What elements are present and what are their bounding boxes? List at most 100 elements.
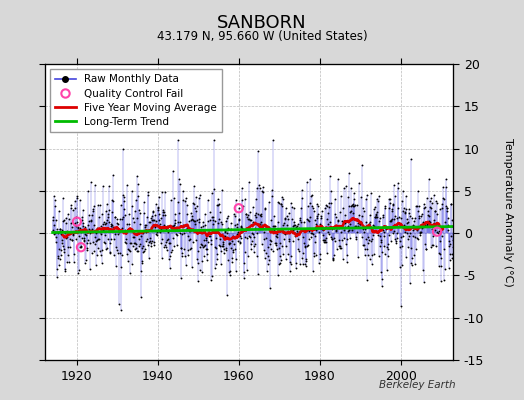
Point: [275, 200, 283, 206]
Point: [95, 214, 103, 220]
Point: [377, 239, 385, 246]
Point: [325, 173, 334, 180]
Point: [180, 223, 189, 230]
Point: [332, 228, 340, 234]
Point: [57, 231, 66, 237]
Point: [310, 208, 318, 214]
Point: [402, 193, 411, 200]
Point: [418, 211, 426, 218]
Point: [316, 251, 324, 258]
Point: [99, 221, 107, 228]
Point: [384, 241, 392, 247]
Point: [249, 231, 257, 237]
Point: [352, 223, 361, 229]
Point: [409, 227, 418, 233]
Point: [402, 206, 410, 212]
Point: [80, 238, 89, 244]
Point: [63, 251, 72, 258]
Point: [116, 250, 124, 256]
Point: [137, 268, 146, 274]
Point: [118, 224, 126, 231]
Point: [271, 232, 280, 239]
Point: [137, 245, 146, 251]
Point: [69, 231, 77, 237]
Point: [212, 250, 221, 257]
Point: [209, 214, 217, 220]
Point: [263, 224, 271, 231]
Point: [74, 224, 82, 231]
Point: [194, 248, 202, 254]
Point: [364, 252, 373, 258]
Point: [325, 231, 333, 237]
Point: [320, 237, 329, 244]
Point: [434, 230, 443, 236]
Point: [147, 243, 155, 249]
Point: [215, 201, 223, 207]
Point: [428, 242, 436, 248]
Point: [305, 228, 313, 234]
Point: [181, 253, 189, 259]
Point: [385, 217, 394, 224]
Point: [159, 209, 168, 215]
Point: [291, 260, 300, 266]
Point: [313, 203, 322, 209]
Point: [302, 215, 311, 222]
Point: [143, 236, 151, 242]
Point: [384, 246, 392, 252]
Point: [313, 212, 321, 219]
Point: [444, 227, 452, 233]
Point: [128, 261, 136, 267]
Point: [62, 235, 70, 242]
Point: [180, 230, 188, 236]
Point: [309, 204, 318, 211]
Point: [333, 216, 342, 223]
Point: [83, 236, 92, 243]
Point: [232, 256, 241, 262]
Point: [133, 248, 141, 254]
Point: [433, 222, 442, 229]
Point: [437, 262, 445, 269]
Point: [392, 238, 400, 244]
Point: [181, 198, 189, 204]
Point: [328, 236, 336, 242]
Point: [160, 189, 169, 196]
Point: [139, 229, 148, 236]
Point: [398, 233, 407, 240]
Point: [380, 229, 389, 236]
Point: [105, 219, 114, 226]
Point: [187, 245, 195, 251]
Point: [163, 237, 171, 244]
Point: [245, 209, 254, 216]
Point: [424, 212, 432, 218]
Point: [274, 199, 282, 206]
Point: [307, 192, 315, 199]
Point: [156, 221, 164, 228]
Point: [121, 206, 129, 212]
Point: [401, 210, 409, 216]
Point: [86, 230, 95, 236]
Point: [112, 225, 120, 231]
Point: [54, 246, 63, 253]
Point: [91, 241, 100, 247]
Point: [151, 201, 160, 207]
Point: [82, 226, 90, 232]
Point: [85, 226, 94, 232]
Point: [205, 232, 214, 239]
Point: [362, 219, 370, 226]
Point: [222, 218, 231, 224]
Point: [217, 186, 226, 193]
Point: [278, 243, 287, 249]
Point: [386, 218, 395, 224]
Point: [422, 194, 431, 201]
Point: [310, 253, 318, 260]
Point: [359, 229, 368, 235]
Point: [338, 218, 346, 224]
Point: [120, 198, 128, 204]
Point: [139, 199, 148, 206]
Point: [392, 215, 401, 222]
Point: [90, 248, 99, 254]
Point: [242, 211, 250, 217]
Point: [96, 229, 104, 236]
Point: [188, 264, 196, 270]
Point: [181, 195, 190, 201]
